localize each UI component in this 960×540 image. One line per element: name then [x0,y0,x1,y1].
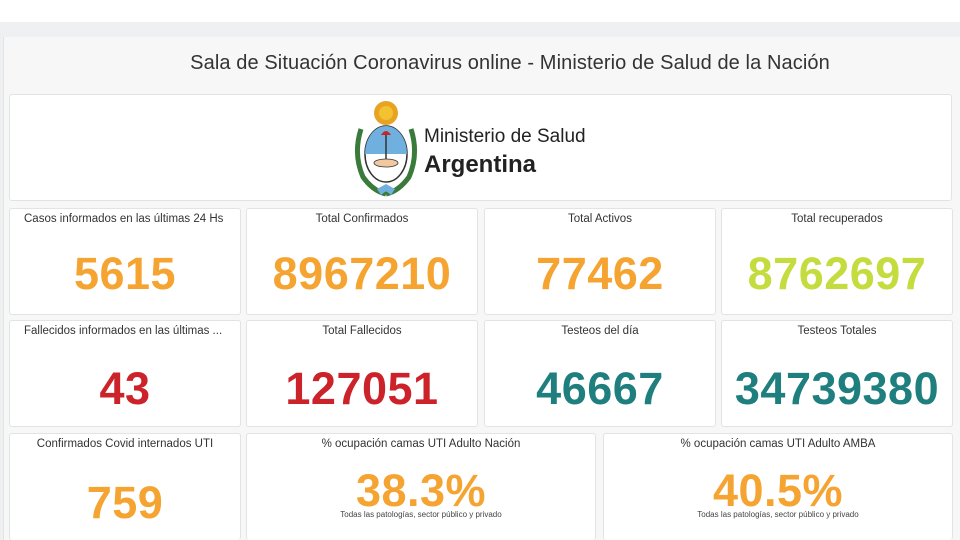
card-tests-today: Testeos del día 46667 [484,320,716,427]
card-label: Confirmados Covid internados UTI [36,438,214,450]
logo-card: Ministerio de Salud Argentina [9,94,952,201]
card-total-confirmed: Total Confirmados 8967210 [246,208,478,315]
top-bar [0,0,960,22]
card-total-tests: Testeos Totales 34739380 [721,320,953,427]
card-label: % ocupación camas UTI Adulto AMBA [680,438,876,450]
card-value: 77462 [536,248,664,299]
card-deaths-24h: Fallecidos informados en las últimas ...… [9,320,241,427]
card-total-deaths: Total Fallecidos 127051 [246,320,478,427]
card-subtitle: Todas las patologías, sector público y p… [697,510,859,519]
card-value: 34739380 [734,363,940,414]
card-label: Testeos del día [561,325,639,337]
card-label: Casos informados en las últimas 24 Hs [24,213,224,225]
card-label: Testeos Totales [797,325,877,337]
logo-ministry-text: Ministerio de Salud [424,126,586,147]
card-label: % ocupación camas UTI Adulto Nación [321,438,521,450]
card-label: Total Confirmados [315,213,409,225]
card-value: 5615 [73,248,177,299]
card-value: 127051 [285,363,439,414]
card-value: 43 [99,363,151,414]
coat-of-arms-icon [355,101,417,197]
card-total-active: Total Activos 77462 [484,208,716,315]
card-value: 8967210 [272,248,452,299]
card-label: Total Fallecidos [322,325,402,337]
card-label: Total Activos [568,213,632,225]
page-title: Sala de Situación Coronavirus online - M… [190,52,830,74]
card-value: 38.3% [355,465,487,516]
logo-country-text: Argentina [424,151,537,178]
card-value: 46667 [536,363,664,414]
card-icu-covid: Confirmados Covid internados UTI 759 [9,433,241,540]
card-label: Total recuperados [791,213,883,225]
card-label: Fallecidos informados en las últimas ... [24,325,223,337]
card-total-recovered: Total recuperados 8762697 [721,208,953,315]
card-icu-occupancy-nation: % ocupación camas UTI Adulto Nación 38.3… [246,433,596,540]
card-value: 759 [86,477,164,528]
card-value: 40.5% [712,465,844,516]
card-value: 8762697 [747,248,927,299]
card-cases-24h: Casos informados en las últimas 24 Hs 56… [9,208,241,315]
card-icu-occupancy-amba: % ocupación camas UTI Adulto AMBA 40.5% … [603,433,953,540]
card-subtitle: Todas las patologías, sector público y p… [340,510,502,519]
